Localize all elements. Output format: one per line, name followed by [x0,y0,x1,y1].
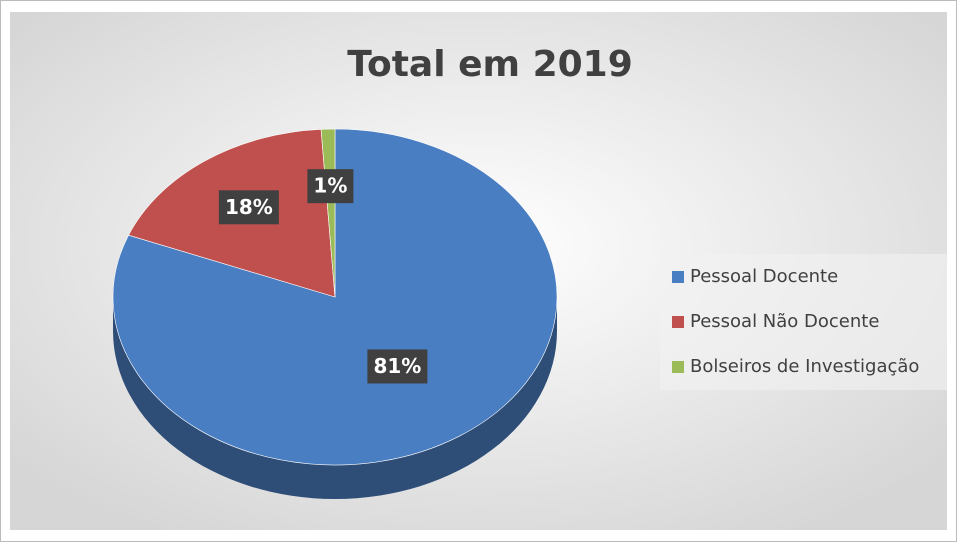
data-label: 81% [373,354,421,378]
data-label-box [218,190,279,225]
legend-swatch [672,271,684,283]
slice-side [113,297,557,499]
chart-title: Total em 2019 [347,44,633,85]
legend-label: Pessoal Docente [690,266,838,287]
legend-label: Pessoal Não Docente [690,311,879,332]
legend-swatch [672,316,684,328]
legend-swatch [672,361,684,373]
data-label-box [307,169,354,204]
data-label-box [367,349,428,384]
data-label: 18% [225,195,273,219]
legend-label: Bolseiros de Investigação [690,356,919,377]
legend-box [660,254,947,390]
data-label: 1% [313,174,347,198]
